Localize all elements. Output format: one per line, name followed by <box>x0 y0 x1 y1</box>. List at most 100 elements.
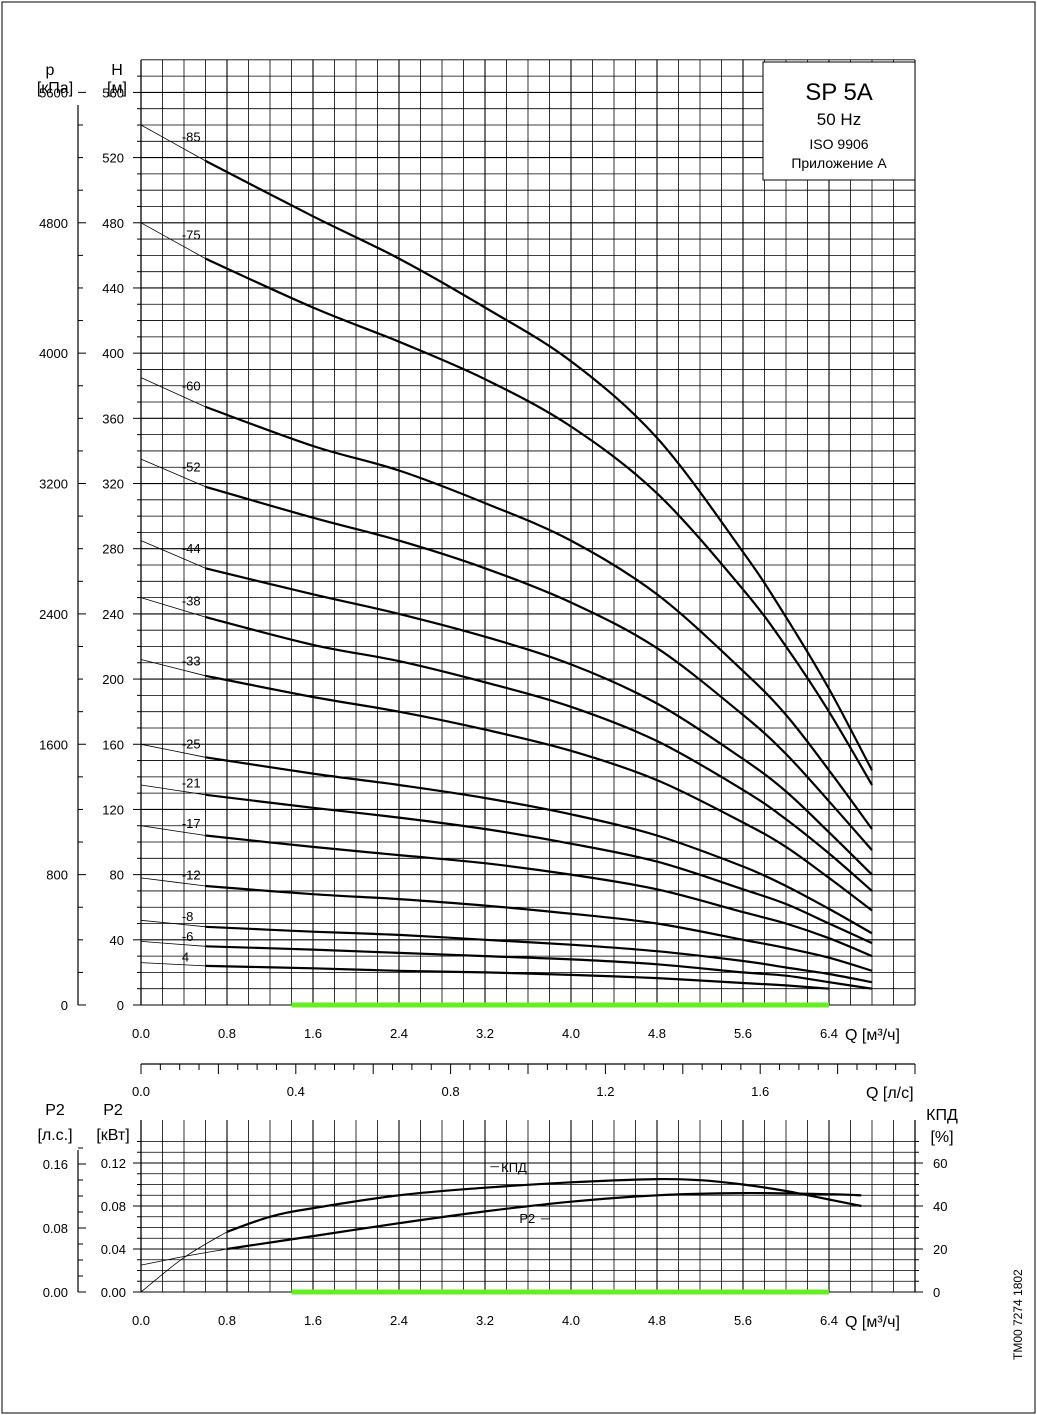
q-tick-label: 5.6 <box>734 1313 752 1328</box>
y-label-head-unit: [м] <box>107 80 127 97</box>
head-curve-extrapolated <box>140 377 206 408</box>
h-tick-label: 240 <box>102 607 124 622</box>
head-curve <box>205 793 873 945</box>
p2-curve-extrapolated <box>140 1248 228 1266</box>
curve-label: 4 <box>182 949 189 964</box>
p-tick-label: 4800 <box>39 216 68 231</box>
power-curves: КПД P2 <box>140 1160 862 1293</box>
head-curve <box>205 964 830 990</box>
head-curve <box>205 756 873 935</box>
head-curve-extrapolated <box>140 222 206 259</box>
curve-label: -17 <box>182 816 201 831</box>
head-grid <box>77 59 916 1074</box>
eff-tick-label: 0 <box>933 1285 940 1300</box>
head-curve-extrapolated <box>140 962 206 967</box>
curve-label: -33 <box>182 654 201 669</box>
q-tick-label: 0.8 <box>218 1026 236 1041</box>
y-label-p2-kw-unit: [кВт] <box>96 1127 129 1144</box>
h-tick-label: 480 <box>102 216 124 231</box>
head-curve <box>205 884 873 972</box>
frequency: 50 Hz <box>817 110 861 129</box>
p2-curve <box>226 1191 862 1251</box>
eff-tick-label: 20 <box>933 1242 947 1257</box>
head-curve-extrapolated <box>140 659 206 677</box>
q-tick-label: 4.0 <box>562 1026 580 1041</box>
q-tick-label: 2.4 <box>390 1313 408 1328</box>
y-label-eff-symbol: КПД <box>926 1107 958 1124</box>
q-tick-label: 4.8 <box>648 1026 666 1041</box>
ls-tick-label: 0.0 <box>132 1084 150 1099</box>
curve-label: -12 <box>182 867 201 882</box>
q-tick-label: 2.4 <box>390 1026 408 1041</box>
q-tick-label: 1.6 <box>304 1313 322 1328</box>
p-tick-label: 1600 <box>39 737 68 752</box>
h-tick-label: 120 <box>102 802 124 817</box>
curve-label: -75 <box>182 228 201 243</box>
p-tick-label: 5600 <box>39 85 68 100</box>
p-tick-label: 800 <box>46 868 68 883</box>
curve-label: -38 <box>182 593 201 608</box>
ls-tick-label: 0.8 <box>442 1084 460 1099</box>
q-tick-label: 5.6 <box>734 1026 752 1041</box>
head-curve <box>205 925 873 984</box>
head-curve-extrapolated <box>140 784 206 796</box>
h-tick-label: 520 <box>102 151 124 166</box>
head-curve-extrapolated <box>140 743 206 758</box>
tick-labels: 0408012016020024028032036040044048052056… <box>39 85 947 1328</box>
q-tick-label: 4.0 <box>562 1313 580 1328</box>
y-label-eff-unit: [%] <box>930 1129 953 1146</box>
eff-tick-label: 40 <box>933 1199 947 1214</box>
q-tick-label: 0.0 <box>132 1026 150 1041</box>
h-tick-label: 560 <box>102 85 124 100</box>
y-label-p2-kw-symbol: P2 <box>103 1102 123 1119</box>
q-tick-label: 3.2 <box>476 1026 494 1041</box>
q-tick-label: 0.8 <box>218 1313 236 1328</box>
hp-tick-label: 0.00 <box>43 1285 68 1300</box>
y-label-head-symbol: H <box>111 62 123 79</box>
q-tick-label: 0.0 <box>132 1313 150 1328</box>
h-tick-label: 40 <box>110 933 124 948</box>
p-tick-label: 4000 <box>39 346 68 361</box>
p-tick-label: 0 <box>61 998 68 1013</box>
efficiency-curve-extrapolated <box>140 1231 228 1293</box>
p2-label: P2 <box>519 1211 535 1226</box>
head-curve-extrapolated <box>140 919 206 928</box>
y-label-p2-hp-unit: [л.с.] <box>37 1127 72 1144</box>
efficiency-label: КПД <box>501 1160 527 1175</box>
kw-tick-label: 0.08 <box>101 1199 126 1214</box>
kw-tick-label: 0.04 <box>101 1242 126 1257</box>
h-tick-label: 320 <box>102 477 124 492</box>
head-curve-extrapolated <box>140 825 206 836</box>
head-curve-extrapolated <box>140 597 206 618</box>
p-tick-label: 3200 <box>39 477 68 492</box>
hp-tick-label: 0.16 <box>43 1157 68 1172</box>
head-curves: -85 -75 -60 -52 -44 -38 -33 -25 -21 -17 -12 -8 -6 4 <box>140 124 873 990</box>
q-tick-label: 6.4 <box>820 1313 838 1328</box>
y-label-pressure-unit: [кПа] <box>37 80 73 97</box>
y-label-p2-hp-symbol: P2 <box>45 1102 65 1119</box>
h-tick-label: 280 <box>102 542 124 557</box>
h-tick-label: 0 <box>117 998 124 1013</box>
q-tick-label: 1.6 <box>304 1026 322 1041</box>
q-tick-label: 6.4 <box>820 1026 838 1041</box>
kw-tick-label: 0.12 <box>101 1156 126 1171</box>
info-box: SP 5A 50 Hz ISO 9906 Приложение А <box>762 61 916 181</box>
curve-label: -21 <box>182 775 201 790</box>
head-curve <box>205 257 873 786</box>
annex: Приложение А <box>791 155 887 171</box>
head-curve <box>205 674 873 912</box>
head-curve <box>204 159 873 771</box>
head-curve-extrapolated <box>140 458 206 488</box>
h-tick-label: 400 <box>102 346 124 361</box>
head-curve-extrapolated <box>140 540 206 569</box>
curve-label: -6 <box>182 929 194 944</box>
curve-label: -52 <box>182 459 201 474</box>
head-curve <box>205 485 873 851</box>
info-box-frame <box>762 61 916 181</box>
model-title: SP 5A <box>805 79 873 106</box>
x-label-flow-bottom: Q [м³/ч] <box>845 1314 900 1331</box>
kw-tick-label: 0.00 <box>101 1285 126 1300</box>
h-tick-label: 360 <box>102 411 124 426</box>
